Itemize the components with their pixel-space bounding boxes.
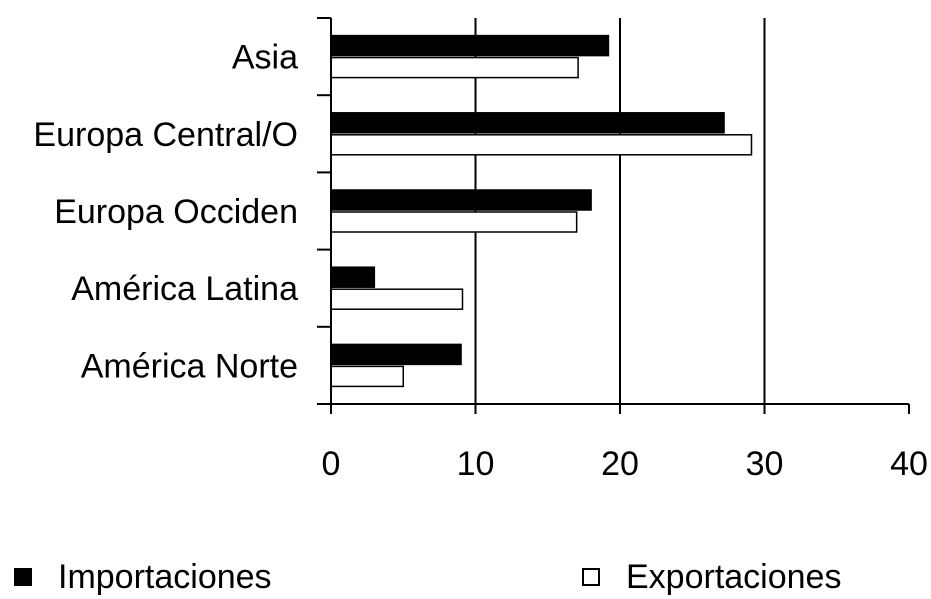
- category-label: Asia: [232, 39, 298, 77]
- legend-item-importaciones: Importaciones: [14, 560, 272, 594]
- category-label: América Latina: [71, 270, 298, 308]
- legend-item-exportaciones: Exportaciones: [582, 560, 841, 594]
- bar-exportaciones-1: [330, 134, 753, 156]
- bar-chart: Asia Europa Central/O Europa Occiden Améric…: [33, 17, 928, 483]
- legend-swatch-exportaciones: [582, 568, 600, 586]
- category-label: América Norte: [81, 347, 298, 385]
- x-tick-label: 0: [322, 445, 341, 483]
- bar-exportaciones-2: [330, 211, 578, 233]
- x-tick-label: 10: [457, 445, 495, 483]
- gridlines: [474, 18, 766, 404]
- bar-importaciones-4: [330, 343, 462, 366]
- legend-label-importaciones: Importaciones: [58, 558, 272, 596]
- bar-importaciones-3: [330, 266, 376, 288]
- bar-importaciones-1: [330, 112, 725, 134]
- legend-label-exportaciones: Exportaciones: [626, 558, 842, 596]
- legend-swatch-importaciones: [14, 568, 32, 586]
- x-tick-label: 40: [890, 445, 928, 483]
- bar-exportaciones-0: [330, 56, 579, 79]
- bars: [330, 34, 753, 388]
- axes: [317, 17, 910, 414]
- bar-importaciones-0: [330, 34, 610, 57]
- bar-exportaciones-3: [330, 288, 464, 310]
- category-labels: Asia Europa Central/O Europa Occiden Améric…: [33, 39, 298, 386]
- x-tick-label: 20: [601, 445, 639, 483]
- bar-importaciones-2: [330, 189, 592, 211]
- category-label: Europa Occiden: [54, 193, 298, 231]
- tick-labels: 0 10 20 30 40: [322, 445, 928, 483]
- category-label: Europa Central/O: [33, 116, 298, 154]
- bar-exportaciones-4: [330, 365, 404, 388]
- x-tick-label: 30: [746, 445, 784, 483]
